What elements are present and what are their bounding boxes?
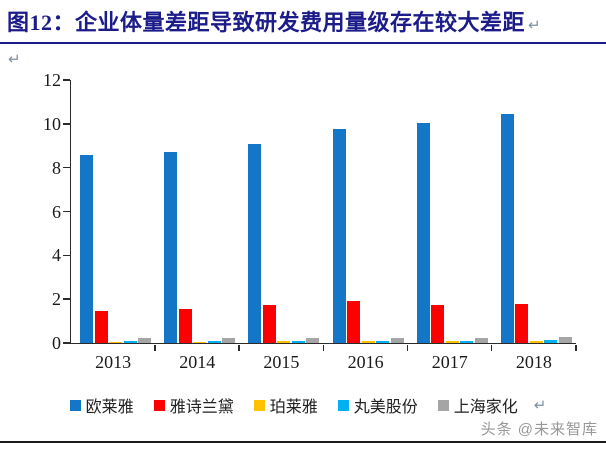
x-axis-tick-mark <box>490 344 493 351</box>
legend-item-丸美股份: 丸美股份 <box>337 393 418 417</box>
bar-上海家化-2016 <box>390 337 404 343</box>
legend-swatch-icon <box>253 399 265 411</box>
x-axis-category-label: 2014 <box>179 352 216 372</box>
bar-欧莱雅-2014 <box>164 152 178 343</box>
bar-珀莱雅-2016 <box>361 341 375 343</box>
bar-雅诗兰黛-2017 <box>431 304 445 343</box>
bar-雅诗兰黛-2018 <box>515 303 529 343</box>
x-axis-tick-mark <box>238 344 240 351</box>
bar-珀莱雅-2013 <box>109 341 122 343</box>
bar-丸美股份-2018 <box>544 340 558 343</box>
legend-swatch-icon <box>337 399 349 411</box>
legend-label: 雅诗兰黛 <box>169 399 234 416</box>
return-mark-icon: ↵ <box>528 18 542 34</box>
x-axis-tick-mark <box>406 344 409 351</box>
bar-上海家化-2013 <box>138 338 151 343</box>
legend-swatch-icon <box>69 399 81 411</box>
x-axis-category-label: 2015 <box>263 352 300 372</box>
legend-item-雅诗兰黛: 雅诗兰黛 <box>153 393 234 417</box>
x-axis-tick-mark <box>575 344 577 351</box>
y-axis-tick-mark <box>62 210 70 213</box>
legend-item-欧莱雅: 欧莱雅 <box>69 393 134 417</box>
y-axis-tick-mark <box>62 254 70 257</box>
bar-雅诗兰黛-2015 <box>262 304 276 343</box>
bar-丸美股份-2013 <box>123 341 137 343</box>
bar-丸美股份-2016 <box>376 340 389 343</box>
y-axis-tick-label: 6 <box>52 201 61 222</box>
y-axis-tick-mark <box>62 342 70 344</box>
y-axis-tick-mark <box>62 79 70 81</box>
legend-label: 珀莱雅 <box>269 399 318 416</box>
bar-珀莱雅-2014 <box>193 341 207 343</box>
bar-丸美股份-2017 <box>460 340 474 343</box>
bottom-border <box>0 441 606 443</box>
legend-swatch-icon <box>153 399 165 411</box>
title-underline <box>0 42 606 44</box>
bar-丸美股份-2015 <box>291 340 305 343</box>
bar-雅诗兰黛-2016 <box>347 301 360 343</box>
y-axis-tick-mark <box>62 298 70 300</box>
legend-swatch-icon <box>437 399 449 411</box>
x-axis-category-label: 2017 <box>431 352 468 372</box>
legend-item-珀莱雅: 珀莱雅 <box>253 393 318 417</box>
y-axis-tick-label: 8 <box>52 157 61 178</box>
rd-expense-bar-chart-plot-area: 0 2 4 6 8 10 12 2013 2014 2015 2016 2017 2018 <box>43 70 577 372</box>
figure-title: 图12：企业体量差距导致研发费用量级存在较大差距 ↵ <box>7 5 541 37</box>
bar-珀莱雅-2017 <box>445 341 459 343</box>
bar-丸美股份-2014 <box>207 340 221 343</box>
x-axis-category-label: 2018 <box>515 352 552 372</box>
y-axis-tick-label: 12 <box>43 70 61 90</box>
return-mark-icon: ↵ <box>8 52 21 68</box>
bar-上海家化-2017 <box>474 337 488 343</box>
bar-欧莱雅-2017 <box>416 122 430 343</box>
bar-欧莱雅-2018 <box>500 113 514 343</box>
y-axis-tick-mark <box>62 123 70 125</box>
y-axis-tick-mark <box>62 166 70 169</box>
bar-上海家化-2015 <box>306 337 320 343</box>
legend-label: 丸美股份 <box>353 399 418 416</box>
y-axis-tick-label: 2 <box>52 289 61 310</box>
x-axis-category-label: 2016 <box>347 352 384 372</box>
bar-欧莱雅-2015 <box>248 143 262 343</box>
bar-珀莱雅-2015 <box>277 341 291 343</box>
y-axis-tick-label: 0 <box>52 333 61 353</box>
bar-欧莱雅-2013 <box>80 154 93 343</box>
bar-欧莱雅-2016 <box>332 129 346 343</box>
legend-label: 欧莱雅 <box>85 399 134 416</box>
x-axis-tick-mark <box>322 344 324 351</box>
bar-雅诗兰黛-2013 <box>94 311 108 343</box>
bar-珀莱雅-2018 <box>529 341 543 343</box>
y-axis-tick-label: 4 <box>52 245 61 266</box>
legend-item-上海家化: 上海家化 <box>437 393 518 417</box>
bar-上海家化-2018 <box>558 336 572 343</box>
y-axis-tick-label: 10 <box>43 113 61 134</box>
watermark-text: 头条 @未来智库 <box>480 421 598 438</box>
bar-上海家化-2014 <box>222 338 236 343</box>
figure-title-text: 图12：企业体量差距导致研发费用量级存在较大差距 <box>7 10 526 35</box>
return-mark-icon: ↵ <box>533 397 547 414</box>
chart-legend: 欧莱雅 雅诗兰黛 珀莱雅 丸美股份 上海家化 ↵ <box>0 393 606 417</box>
x-axis-category-label: 2013 <box>95 352 132 372</box>
legend-label: 上海家化 <box>453 399 518 416</box>
x-axis-tick-mark <box>154 344 156 351</box>
bar-雅诗兰黛-2014 <box>178 309 192 343</box>
